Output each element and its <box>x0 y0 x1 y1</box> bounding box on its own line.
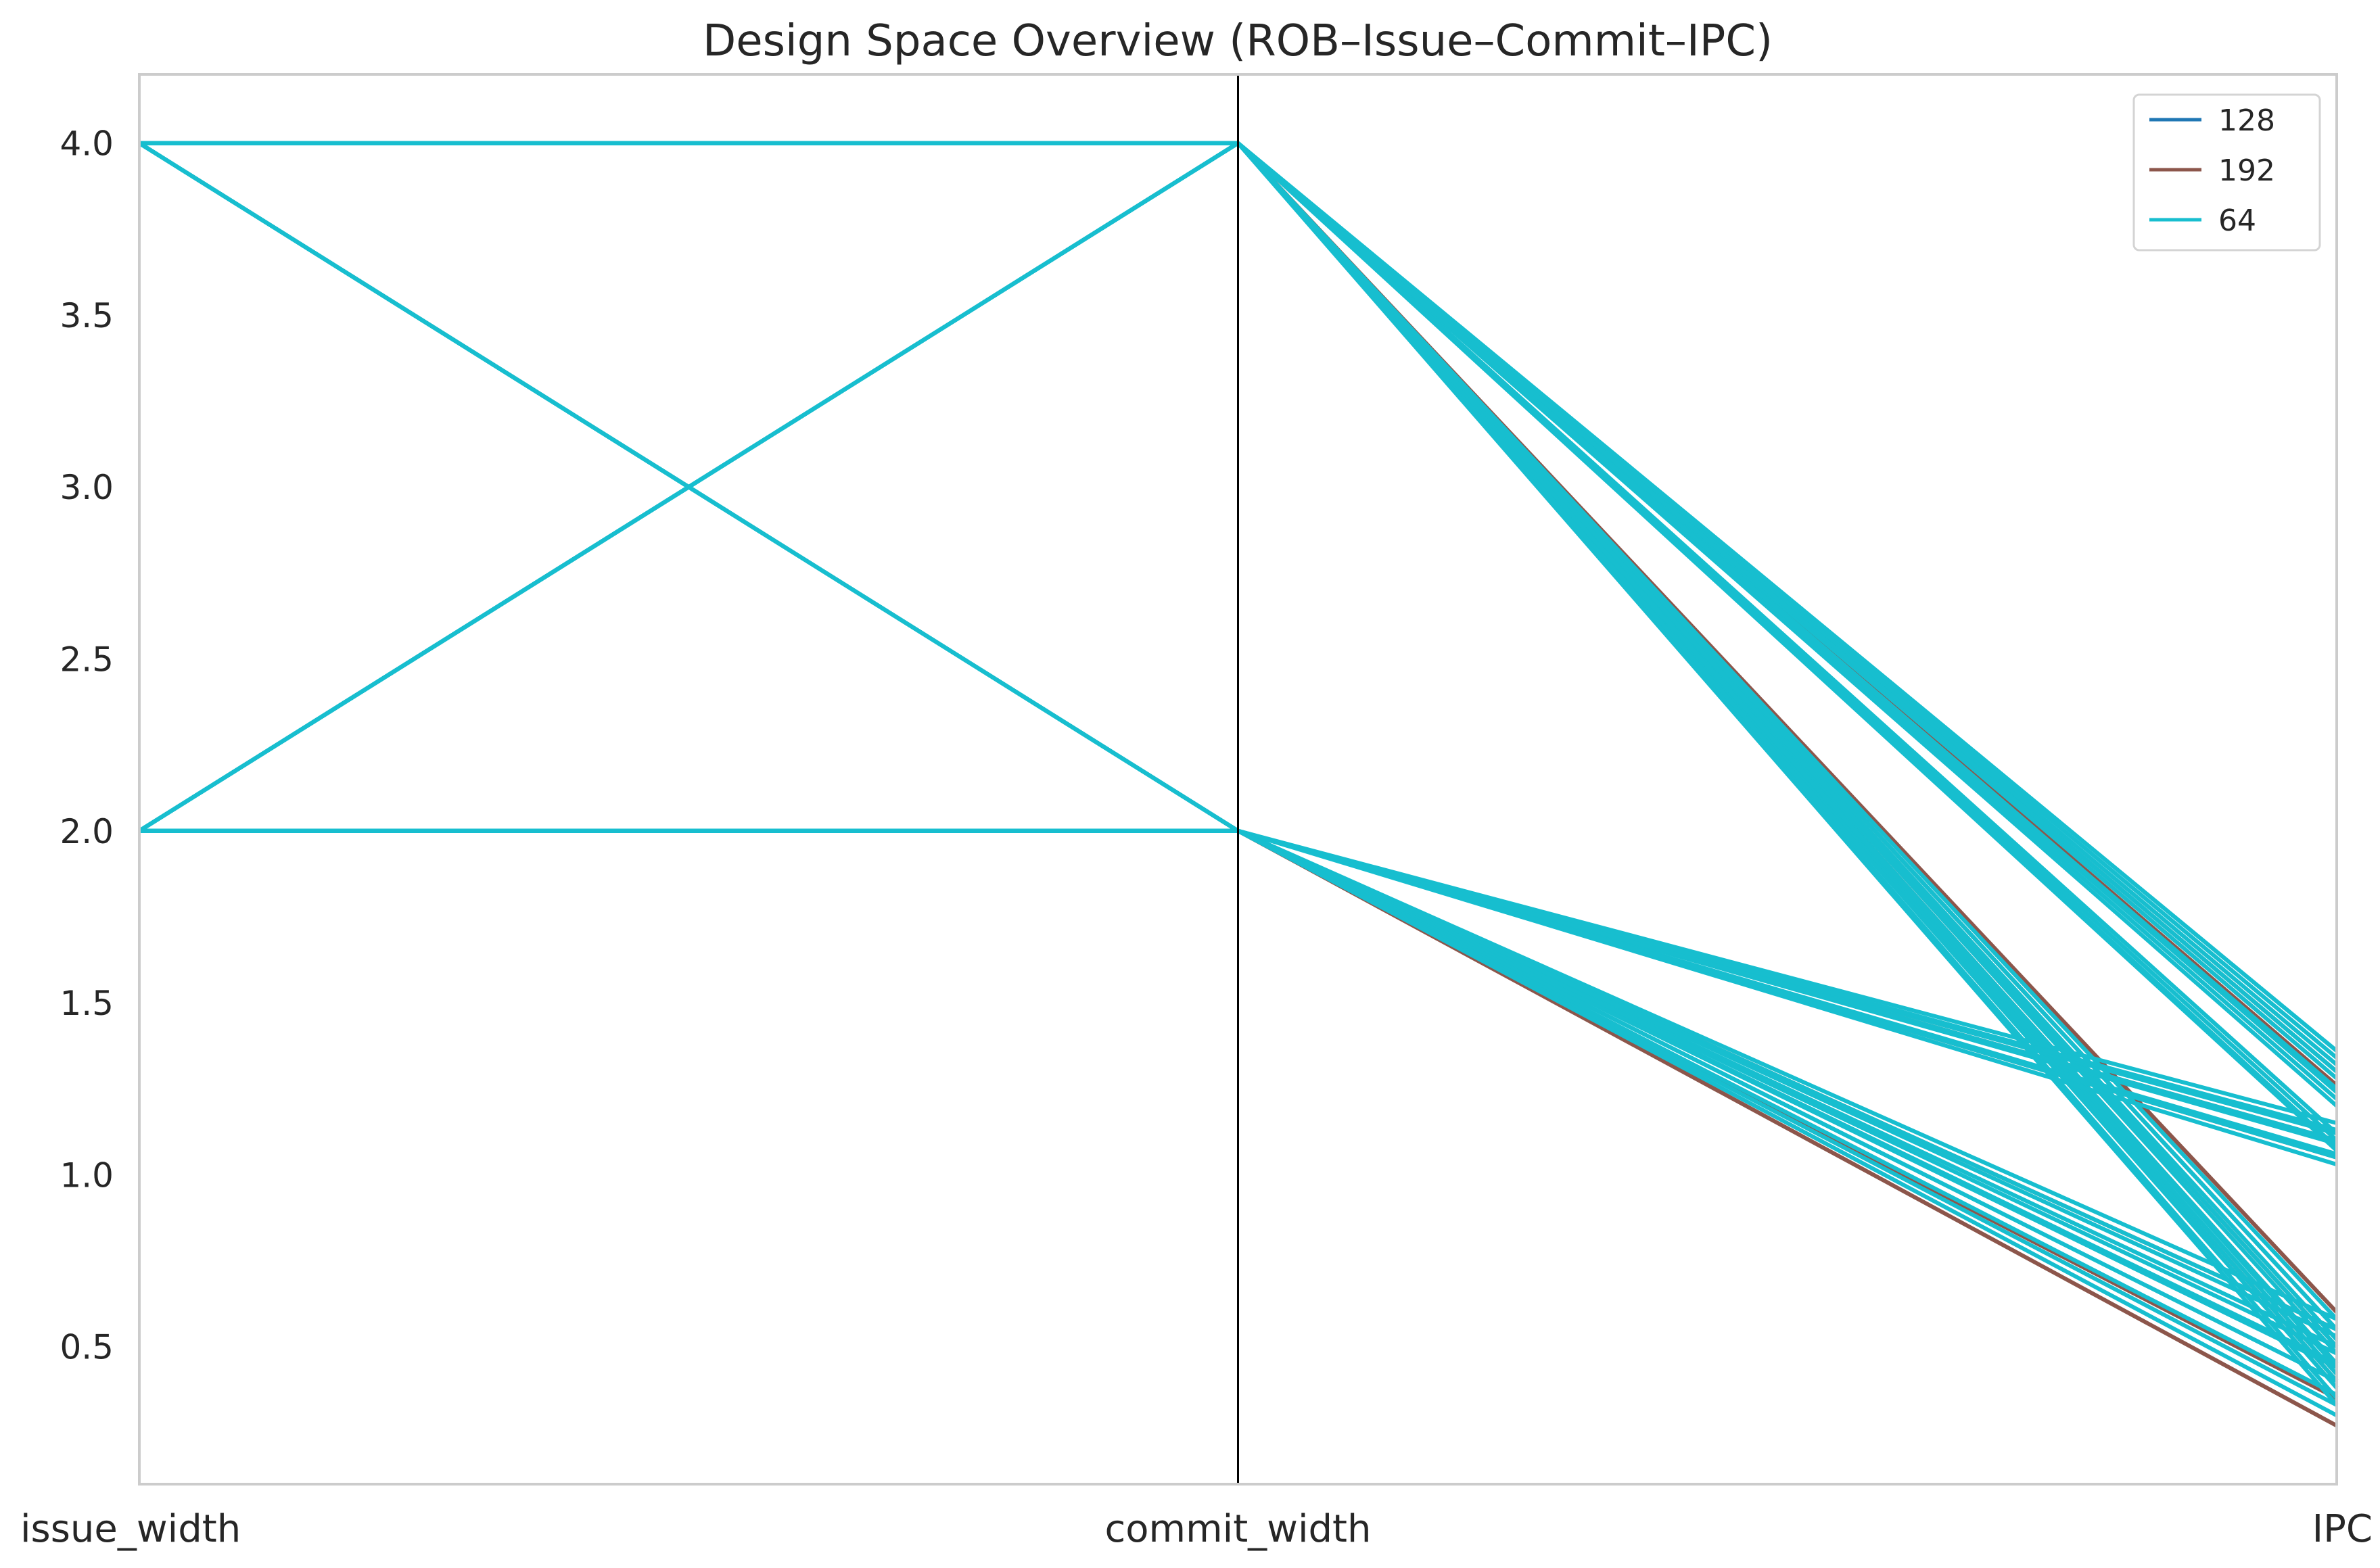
legend-label-128: 128 <box>2218 103 2275 138</box>
y-tick-label: 1.0 <box>60 1156 114 1195</box>
legend-box <box>2132 93 2321 252</box>
axis-labels-layer: issue_width commit_width IPC <box>20 1507 2373 1551</box>
y-tick-label: 3.0 <box>60 468 114 507</box>
y-tick-label: 1.5 <box>60 984 114 1023</box>
chart-title: Design Space Overview (ROB–Issue–Commit–… <box>703 16 1773 66</box>
y-ticks-layer: 0.5 1.0 1.5 2.0 2.5 3.0 3.5 4.0 <box>60 124 114 1367</box>
axis-label-issue_width: issue_width <box>20 1507 241 1551</box>
legend: 128 192 64 <box>2132 93 2321 252</box>
axis-label-commit_width: commit_width <box>1104 1507 1371 1551</box>
plot-frame <box>138 73 2338 1486</box>
axis-label-IPC: IPC <box>2312 1507 2373 1551</box>
y-tick-label: 3.5 <box>60 296 114 335</box>
y-tick-label: 4.0 <box>60 124 114 164</box>
y-tick-label: 2.0 <box>60 812 114 851</box>
y-tick-label: 0.5 <box>60 1328 114 1367</box>
legend-label-192: 192 <box>2218 153 2275 188</box>
y-tick-label: 2.5 <box>60 640 114 680</box>
legend-label-64: 64 <box>2218 204 2256 238</box>
